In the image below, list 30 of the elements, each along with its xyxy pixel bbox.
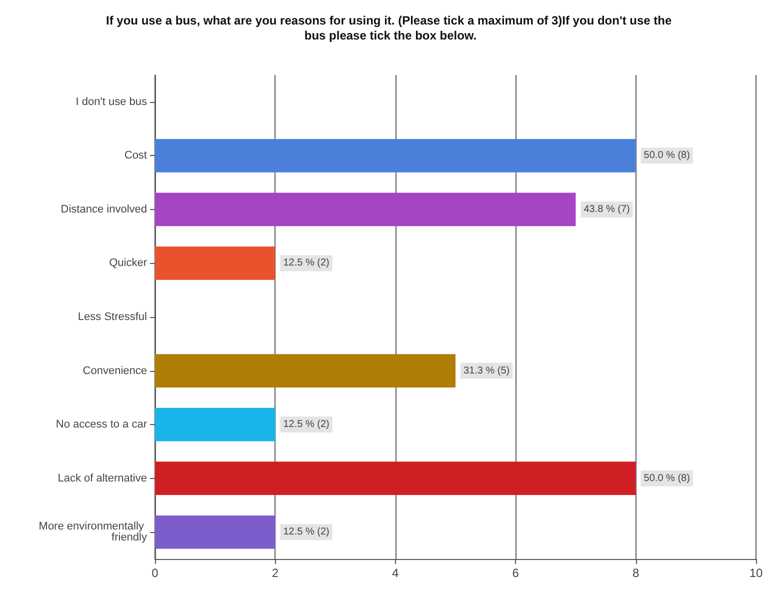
y-tick-label: Lack of alternative (58, 472, 147, 484)
bar (155, 408, 276, 442)
x-tick-label: 6 (512, 566, 520, 580)
data-label: 50.0 % (8) (644, 150, 690, 162)
y-tick-label: Cost (124, 150, 147, 162)
bar (155, 462, 636, 496)
y-tick-label: No access to a car (56, 418, 148, 431)
bar (155, 246, 276, 280)
bar (155, 138, 636, 172)
x-tick-label: 2 (272, 566, 279, 580)
data-label: 31.3 % (5) (464, 365, 510, 376)
y-tick-label: Distance involved (60, 203, 147, 216)
data-label: 50.0 % (8) (644, 472, 690, 484)
y-tick-label: Quicker (109, 257, 148, 270)
bar (155, 515, 276, 549)
x-tick-label: 0 (152, 566, 159, 580)
y-tick-label: Less Stressful (78, 311, 147, 323)
x-tick-label: 4 (392, 566, 400, 580)
data-label: 12.5 % (2) (283, 419, 330, 430)
data-label: 43.8 % (7) (584, 204, 630, 215)
y-tick-label: Convenience (82, 364, 147, 377)
data-label: 12.5 % (2) (283, 258, 330, 269)
data-label: 12.5 % (2) (283, 526, 330, 538)
bar (155, 354, 456, 388)
x-tick-label: 10 (749, 566, 763, 580)
chart-title: If you use a bus, what are you reasons for using it. (Please tick a maximum of 3)If you don't use the bus please tick the box below. (106, 14, 675, 42)
x-tick-label: 8 (632, 566, 640, 580)
bar (155, 192, 576, 226)
y-tick-label: More environmentally friendly (38, 520, 148, 544)
y-tick-label: I don't use bus (76, 96, 148, 108)
